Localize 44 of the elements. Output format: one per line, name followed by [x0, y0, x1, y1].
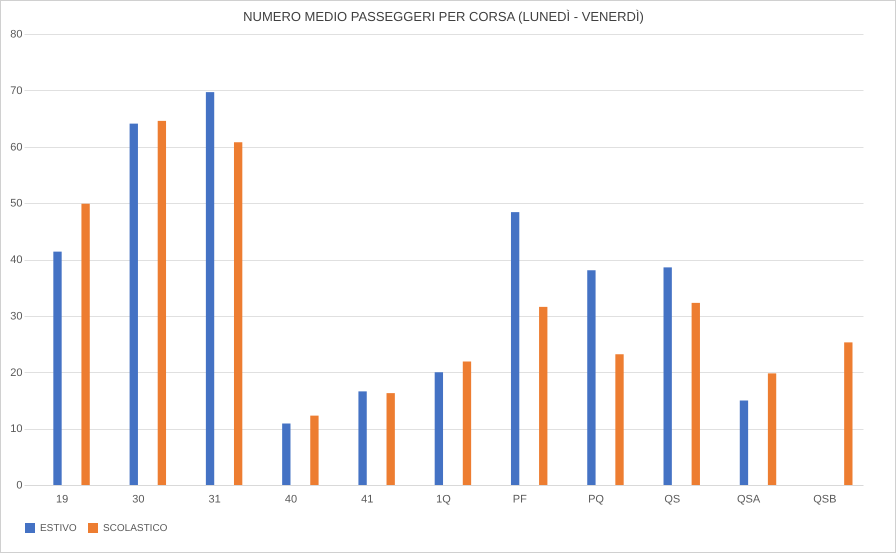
- bar: [768, 373, 776, 485]
- bar: [282, 424, 290, 485]
- bar: [206, 92, 214, 485]
- bar: [234, 142, 242, 485]
- x-tick-label: 41: [361, 494, 374, 506]
- x-tick-label: PQ: [588, 494, 604, 506]
- x-tick-label: QSB: [813, 494, 836, 506]
- y-tick-label: 50: [10, 198, 22, 210]
- x-tick-label: 40: [284, 494, 298, 506]
- y-tick-label: 10: [10, 423, 22, 436]
- y-tick-label: 40: [10, 254, 22, 266]
- y-tick-label: 70: [10, 84, 22, 97]
- bar: [740, 400, 748, 485]
- bar: [53, 252, 62, 485]
- bar: [130, 124, 138, 485]
- x-tick-label: QS: [664, 494, 680, 506]
- x-tick-label: 31: [208, 494, 221, 506]
- bar: [462, 362, 472, 485]
- bar: [615, 354, 624, 485]
- bar: [81, 204, 90, 485]
- x-tick-label: PF: [512, 494, 528, 506]
- bar: [386, 393, 395, 485]
- y-tick-label: 80: [10, 28, 22, 40]
- x-tick-label: 1Q: [436, 494, 452, 506]
- legend-label: ESTIVO: [40, 523, 77, 534]
- x-tick-label: QSA: [736, 494, 761, 506]
- y-tick-label: 60: [10, 141, 22, 154]
- y-tick-label: 30: [10, 310, 22, 322]
- bar: [510, 212, 520, 485]
- bar: [539, 306, 548, 485]
- bar: [310, 416, 319, 485]
- bar: [587, 270, 596, 485]
- bar: [358, 391, 367, 485]
- bar: [158, 120, 166, 485]
- legend-label: SCOLASTICO: [103, 523, 168, 534]
- y-tick-label: 0: [16, 480, 22, 492]
- bar: [692, 302, 700, 485]
- x-tick-label: 19: [56, 494, 68, 506]
- y-tick-label: 20: [10, 366, 22, 379]
- x-tick-label: 30: [132, 494, 145, 506]
- bar: [664, 267, 672, 485]
- bar: [434, 372, 444, 485]
- bar: [844, 342, 852, 485]
- chart-title: NUMERO MEDIO PASSEGGERI PER CORSA (LUNEDÌ - VENERDÌ): [243, 9, 644, 24]
